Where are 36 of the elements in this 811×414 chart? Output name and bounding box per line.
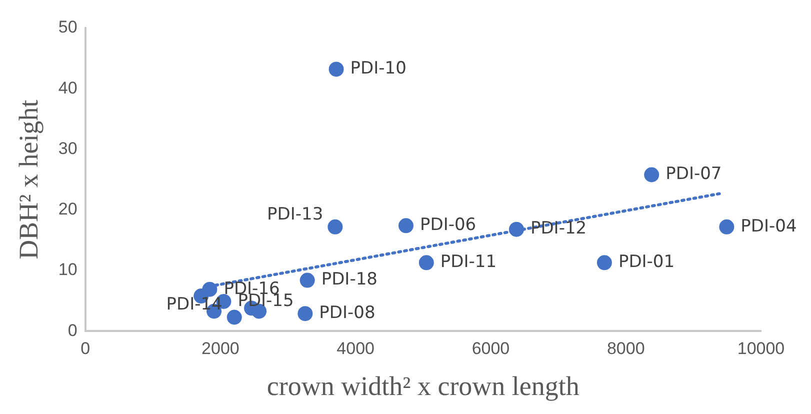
annotation: PDI-13 [267,204,324,224]
annotation: PDI-06 [420,215,476,236]
point [398,218,414,234]
annotation: PDI-12 [530,218,587,239]
y-tick-label: 20 [58,200,78,219]
point [298,306,313,322]
annotation: PDI-10 [350,58,406,79]
y-tick-label: 40 [58,78,78,98]
point [596,255,612,270]
point [202,282,218,297]
point [508,222,524,237]
point [644,167,660,182]
point [300,272,315,288]
y-tick-label: 0 [68,320,78,340]
x-tick-label: 6000 [472,339,510,358]
x-tick-label: 10000 [737,339,785,358]
y-tick-label: 50 [58,18,78,37]
y-axis-title: DBH² x height [13,99,44,260]
x-tick-label: 0 [80,339,90,358]
point [418,255,434,270]
annotation: PDI-04 [740,216,797,236]
point [328,219,343,234]
x-tick-label: 2000 [202,339,240,358]
annotation: PDI-01 [618,252,675,272]
point [328,62,344,77]
x-tick-label: 4000 [336,339,374,358]
annotation: PDI-18 [321,270,378,290]
x-tick-label: 8000 [606,339,645,358]
annotation: PDI-08 [319,303,376,324]
y-tick-label: 30 [58,138,78,158]
annotation: PDI-11 [440,252,497,272]
point [226,310,242,325]
annotation: PDI-07 [666,164,722,184]
point [719,219,734,234]
x-axis-title: crown width² x crown length [266,370,580,401]
y-tick-label: 10 [58,260,78,280]
